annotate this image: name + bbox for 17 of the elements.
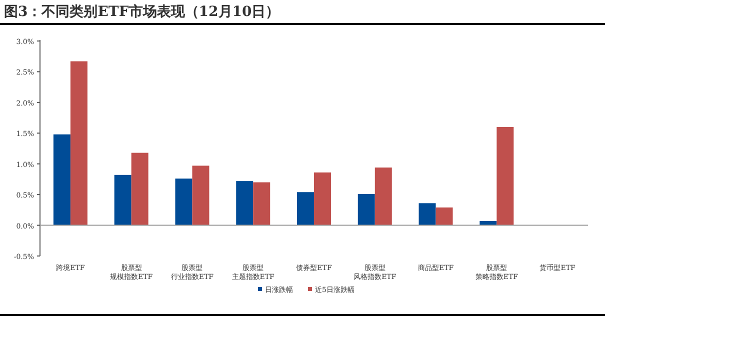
bar: [436, 207, 453, 226]
bar: [297, 192, 314, 226]
chart-title: 图3：不同类别ETF市场表现（12月10日）: [4, 3, 280, 20]
bar: [314, 172, 331, 226]
bar: [131, 152, 148, 226]
bar: [192, 166, 210, 226]
bar: [175, 178, 192, 226]
bar: [480, 220, 497, 226]
bar: [374, 168, 392, 226]
bar: [70, 61, 88, 226]
bar: [496, 127, 514, 226]
bar: [236, 181, 254, 226]
bar: [418, 203, 436, 226]
bar: [53, 134, 70, 226]
bar: [114, 174, 132, 226]
bar: [358, 194, 375, 226]
bar: [253, 182, 270, 226]
